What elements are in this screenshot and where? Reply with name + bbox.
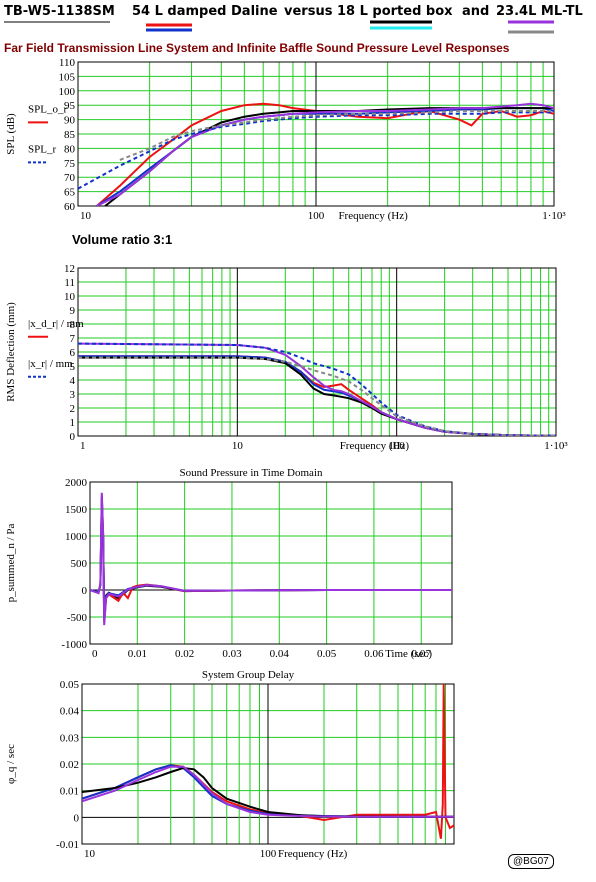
legend-daline: 54 L damped Daline	[132, 4, 278, 19]
header: TB-W5-1138SM 54 L damped Daline versus 1…	[0, 0, 596, 40]
spl-ytick: 85	[64, 129, 76, 141]
delay-chart: -0.01 0 0.01 0.02 0.03 0.04 0.05 10 100 Frequency…	[5, 669, 455, 860]
deflection-ytick: 10	[64, 291, 76, 303]
time-ytick: 500	[71, 558, 88, 570]
time-xtick: 0.04	[270, 648, 290, 660]
deflection-series-2	[78, 356, 556, 436]
time-ytick: 1500	[65, 504, 88, 516]
deflection-ytick: 1	[70, 417, 76, 429]
deflection-ytick: 6	[70, 347, 76, 359]
legend-ported: versus 18 L ported box	[284, 4, 453, 19]
spl-series-5	[119, 110, 554, 161]
delay-ytick: 0.02	[60, 759, 79, 771]
deflection-grid	[77, 267, 556, 437]
spl-ytick: 65	[64, 187, 76, 199]
spl-series-4	[78, 111, 554, 190]
time-ytick: 1000	[65, 531, 88, 543]
deflection-ytick: 3	[70, 389, 76, 401]
deflection-ytick: 4	[70, 375, 76, 387]
delay-ylabel: φ_q / sec	[5, 744, 17, 784]
spl-ytick: 60	[64, 201, 76, 213]
spl-ytick: 110	[59, 57, 76, 69]
time-xtick: 0.06	[364, 648, 384, 660]
spl-ytick: 95	[64, 100, 76, 112]
delay-xtick: 10	[84, 848, 96, 860]
delay-grid	[81, 683, 454, 845]
time-xtick: 0.03	[222, 648, 242, 660]
delay-xtick: 100	[260, 848, 277, 860]
time-title: Sound Pressure in Time Domain	[179, 467, 323, 479]
deflection-ylegend: |x_d_r| / mm	[28, 318, 84, 330]
time-grid	[89, 481, 452, 645]
delay-ytick: 0	[74, 812, 80, 824]
time-xtick: 0.07	[412, 648, 432, 660]
deflection-ytick: 8	[70, 319, 76, 331]
time-series-0	[90, 503, 452, 618]
spl-series-3	[96, 102, 554, 206]
delay-ytick: 0.03	[60, 732, 80, 744]
spl-ytick: 90	[64, 115, 76, 127]
delay-ytick: 0.04	[60, 706, 80, 718]
time-ytick: 0	[82, 585, 88, 597]
deflection-xtick: 1	[80, 440, 86, 452]
deflection-xtick: 1·10³	[544, 440, 568, 452]
spl-ytick: 70	[64, 172, 76, 184]
time-xtick: 0.05	[317, 648, 337, 660]
spl-ytick: 100	[59, 86, 76, 98]
deflection-ytick: 11	[64, 277, 75, 289]
legend-and: and	[462, 4, 490, 19]
spl-ytick: 105	[59, 71, 76, 83]
deflection-ylegend: |x_r| / mm	[28, 358, 73, 370]
time-xlabel: Time (sec)	[385, 648, 432, 660]
spl-xlabel: Frequency (Hz)	[338, 210, 408, 222]
spl-ylegend: SPL_r	[28, 143, 56, 155]
legend-swatches	[4, 20, 554, 34]
spl-chart: 60 65 70 75 80 85 90 95 100 105 110 10 100 1·10³ Frequ…	[5, 57, 566, 222]
spl-grid	[77, 61, 554, 207]
spl-xtick: 1·10³	[542, 210, 566, 222]
deflection-ytick: 12	[64, 263, 75, 275]
delay-ytick: 0.05	[60, 679, 80, 691]
chart-subtitle: Far Field Transmission Line System and I…	[4, 41, 510, 55]
delay-ytick: -0.01	[56, 839, 79, 851]
time-series-1	[90, 495, 452, 623]
deflection-ytick: 0	[70, 431, 76, 443]
deflection-xtick: 100	[388, 440, 405, 452]
deflection-ylabel: RMS Deflection (mm)	[5, 302, 17, 402]
delay-title: System Group Delay	[202, 669, 295, 681]
spl-ylabel: SPL (dB)	[5, 113, 17, 155]
legend-mltl: 23.4L ML-TL	[496, 4, 583, 19]
time-series-3	[90, 492, 452, 626]
deflection-xlabel: Frequency (Hz)	[340, 440, 410, 452]
delay-series-3	[82, 765, 454, 818]
spl-ytick: 80	[64, 143, 76, 155]
deflection-ytick: 5	[70, 361, 76, 373]
deflection-series-0	[78, 355, 556, 436]
deflection-ytick: 2	[70, 403, 76, 415]
spl-xtick: 10	[80, 210, 92, 222]
credit-badge: @BG07	[508, 854, 554, 869]
deflection-series-1	[78, 355, 556, 436]
time-xtick: 0.01	[128, 648, 147, 660]
time-ytick: 2000	[65, 477, 88, 489]
time-series-2	[90, 498, 452, 620]
time-xtick: 0	[92, 648, 98, 660]
delay-ytick: 0.01	[60, 786, 79, 798]
deflection-ytick: 9	[70, 305, 76, 317]
model-name: TB-W5-1138SM	[4, 4, 115, 19]
deflection-ytick: 7	[70, 333, 76, 345]
time-ylabel: p_summed_n / Pa	[5, 523, 17, 602]
volume-ratio: Volume ratio 3:1	[72, 232, 173, 247]
deflection-series-5	[78, 356, 556, 436]
time-xtick: 0.02	[175, 648, 194, 660]
time-ytick: -500	[67, 612, 88, 624]
deflection-xtick: 10	[232, 440, 244, 452]
time-ytick: -1000	[61, 639, 87, 651]
spl-ylegend: SPL_o_r	[28, 103, 67, 115]
time-chart: -1000 -500 0 500 1000 1500 2000 0 0.01 0.02 0.03 0.…	[5, 467, 453, 660]
spl-xtick: 100	[308, 210, 325, 222]
delay-xlabel: Frequency (Hz)	[278, 848, 348, 860]
spl-ytick: 75	[64, 158, 76, 170]
